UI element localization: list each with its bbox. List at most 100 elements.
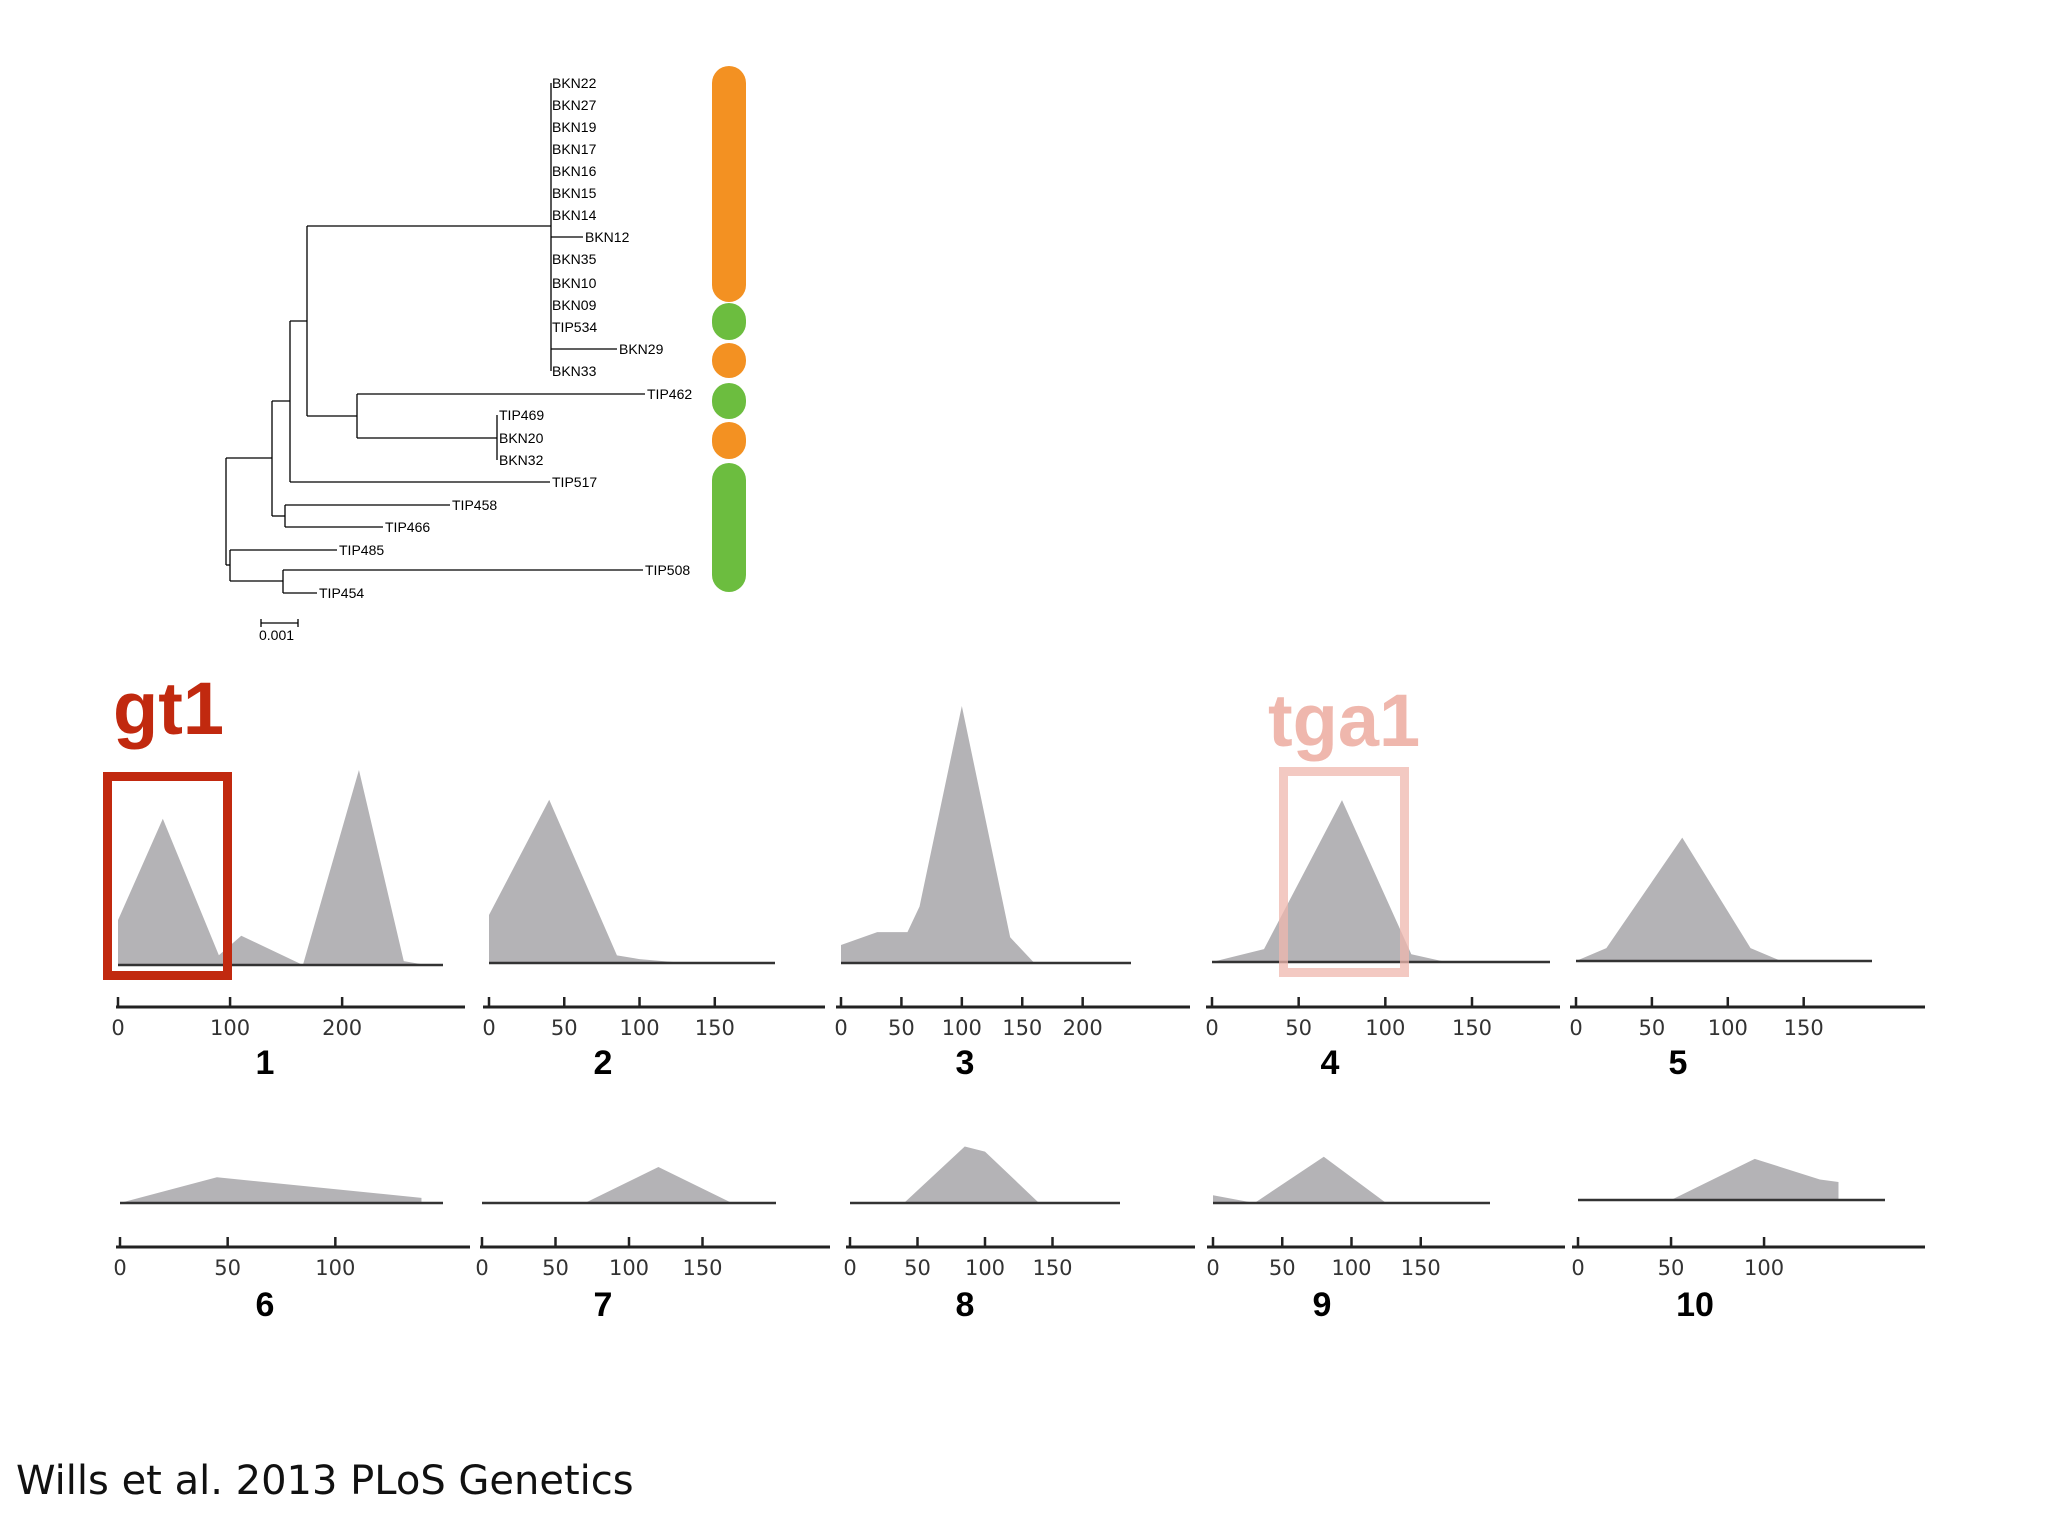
tick-label: 150 xyxy=(1452,1016,1492,1040)
taxon-label: TIP508 xyxy=(645,562,690,578)
panel-label: 10 xyxy=(1676,1286,1714,1324)
phylogenetic-tree: BKN22 BKN27 BKN19 BKN17 BKN16 BKN15 BKN14 BKN12… xyxy=(225,66,746,643)
tick-label: 0 xyxy=(475,1256,488,1280)
tick-label: 100 xyxy=(619,1016,659,1040)
tick-label: 50 xyxy=(1658,1256,1685,1280)
taxon-label: BKN33 xyxy=(552,363,597,379)
peak-area xyxy=(489,799,738,963)
taxon-label: BKN16 xyxy=(552,163,597,179)
taxon-label: TIP462 xyxy=(647,386,692,402)
citation: Wills et al. 2013 PLoS Genetics xyxy=(16,1458,634,1504)
taxon-label: BKN12 xyxy=(585,229,630,245)
peak-panel-3: 0 50 100 150 200 3 xyxy=(834,706,1190,1082)
peak-panel-9: 0 50 100 150 9 xyxy=(1206,1156,1565,1324)
tick-label: 50 xyxy=(888,1016,915,1040)
tick-label: 0 xyxy=(1205,1016,1218,1040)
taxon-label: BKN15 xyxy=(552,185,597,201)
gt1-label: gt1 xyxy=(113,667,224,750)
taxon-label: BKN19 xyxy=(552,119,597,135)
tick-label: 150 xyxy=(1032,1256,1072,1280)
group-bar-orange xyxy=(712,66,746,302)
taxon-label: TIP485 xyxy=(339,542,384,558)
group-bar-orange xyxy=(712,422,746,459)
peak-panel-4: 0 50 100 150 4 xyxy=(1205,800,1560,1082)
peak-panel-2: 0 50 100 150 2 xyxy=(482,799,825,1082)
peak-panel-1: 0 100 200 1 xyxy=(111,770,465,1082)
tick-label: 200 xyxy=(1063,1016,1103,1040)
panel-label: 8 xyxy=(956,1286,975,1324)
tick-label: 50 xyxy=(542,1256,569,1280)
tick-label: 150 xyxy=(682,1256,722,1280)
tick-label: 100 xyxy=(315,1256,355,1280)
tick-label: 100 xyxy=(1708,1016,1748,1040)
panel-label: 5 xyxy=(1669,1044,1688,1082)
peak-area xyxy=(1578,1158,1839,1200)
taxon-label: TIP458 xyxy=(452,497,497,513)
peak-area xyxy=(118,770,427,965)
panel-label: 6 xyxy=(256,1286,275,1324)
peak-panel-8: 0 50 100 150 8 xyxy=(843,1146,1195,1324)
panel-label: 7 xyxy=(594,1286,613,1324)
peak-area xyxy=(1212,800,1533,962)
tick-label: 50 xyxy=(904,1256,931,1280)
scale-bar-label: 0.001 xyxy=(259,627,294,643)
tick-label: 50 xyxy=(1269,1256,1296,1280)
tick-label: 0 xyxy=(113,1256,126,1280)
panel-label: 3 xyxy=(956,1044,975,1082)
peak-area xyxy=(482,1167,732,1203)
tick-label: 150 xyxy=(1784,1016,1824,1040)
taxon-label: TIP466 xyxy=(385,519,430,535)
taxon-label: BKN09 xyxy=(552,297,597,313)
tick-label: 0 xyxy=(1569,1016,1582,1040)
peak-area xyxy=(1213,1156,1435,1203)
peak-panel-10: 0 50 100 10 xyxy=(1571,1158,1925,1324)
tick-label: 150 xyxy=(695,1016,735,1040)
peak-area xyxy=(120,1177,422,1203)
taxon-label: BKN35 xyxy=(552,251,597,267)
group-bar-green xyxy=(712,303,746,340)
panel-label: 2 xyxy=(594,1044,613,1082)
panel-label: 1 xyxy=(256,1044,275,1082)
tick-label: 200 xyxy=(322,1016,362,1040)
peak-area xyxy=(1576,837,1827,961)
taxon-label: BKN27 xyxy=(552,97,597,113)
tga1-label: tga1 xyxy=(1268,679,1421,762)
taxon-label: BKN14 xyxy=(552,207,597,223)
tga1-highlight-box xyxy=(1279,767,1409,977)
tick-label: 0 xyxy=(1571,1256,1584,1280)
tick-label: 0 xyxy=(843,1256,856,1280)
tick-label: 0 xyxy=(1206,1256,1219,1280)
taxon-label: TIP534 xyxy=(552,319,597,335)
taxon-label: BKN29 xyxy=(619,341,664,357)
tick-label: 50 xyxy=(551,1016,578,1040)
gt1-highlight-box xyxy=(103,772,232,980)
taxon-label: TIP517 xyxy=(552,474,597,490)
tick-label: 50 xyxy=(214,1256,241,1280)
tick-label: 0 xyxy=(111,1016,124,1040)
tick-label: 0 xyxy=(834,1016,847,1040)
peak-panel-7: 0 50 100 150 7 xyxy=(475,1167,830,1324)
tick-label: 150 xyxy=(1401,1256,1441,1280)
tick-label: 100 xyxy=(1331,1256,1371,1280)
taxon-label: BKN20 xyxy=(499,430,544,446)
taxon-label: TIP469 xyxy=(499,407,544,423)
panel-label: 9 xyxy=(1313,1286,1332,1324)
taxon-label: BKN22 xyxy=(552,75,597,91)
taxon-label: BKN10 xyxy=(552,275,597,291)
peak-area xyxy=(850,1146,1060,1203)
tick-label: 100 xyxy=(609,1256,649,1280)
tick-label: 50 xyxy=(1285,1016,1312,1040)
group-bar-orange xyxy=(712,343,746,378)
taxon-label: TIP454 xyxy=(319,585,364,601)
group-bar-green xyxy=(712,383,746,419)
group-bar-green xyxy=(712,463,746,592)
peak-panel-6: 0 50 100 6 xyxy=(113,1177,470,1324)
tick-label: 100 xyxy=(942,1016,982,1040)
tick-label: 100 xyxy=(210,1016,250,1040)
tick-label: 150 xyxy=(1002,1016,1042,1040)
peak-area xyxy=(841,706,1083,963)
panel-label: 4 xyxy=(1321,1044,1340,1082)
tick-label: 0 xyxy=(482,1016,495,1040)
taxon-label: BKN32 xyxy=(499,452,544,468)
